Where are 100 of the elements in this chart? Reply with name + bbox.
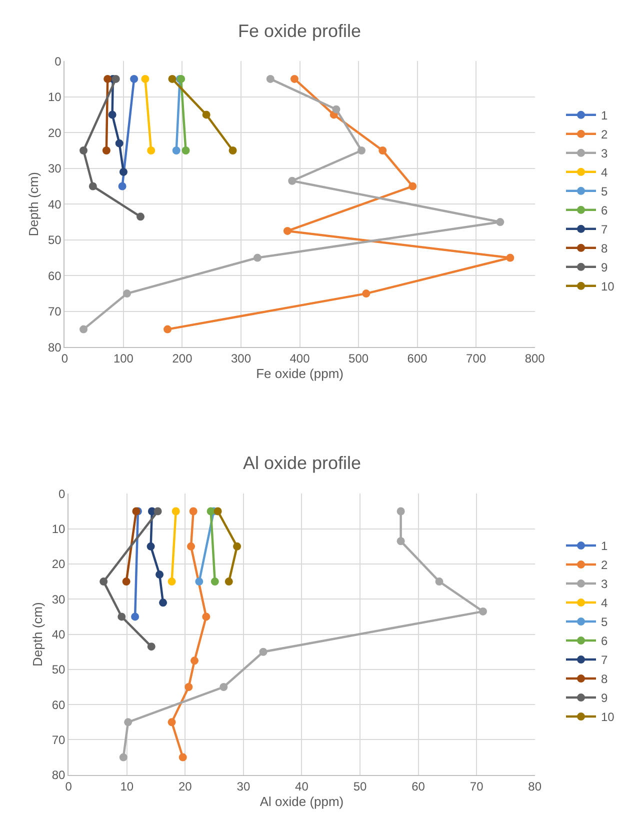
- y-axis-title: Depth (cm): [30, 602, 45, 666]
- point: [396, 507, 405, 516]
- y-tick-label: 70: [52, 732, 66, 747]
- y-tick-label: 40: [48, 197, 62, 212]
- legend-label: 6: [601, 204, 608, 218]
- point: [108, 110, 116, 119]
- point: [146, 542, 155, 550]
- point: [187, 542, 196, 550]
- point: [189, 507, 198, 516]
- x-tick-label: 50: [353, 779, 368, 794]
- legend-label: 9: [601, 691, 608, 706]
- point: [496, 218, 504, 226]
- y-tick-label: 10: [48, 90, 62, 104]
- legend-label: 4: [601, 596, 608, 610]
- x-tick-label: 60: [412, 779, 426, 794]
- y-tick-label: 50: [52, 662, 66, 677]
- point: [172, 507, 180, 516]
- point: [115, 139, 124, 148]
- legend-label: 3: [601, 146, 608, 161]
- y-tick-label: 20: [48, 126, 62, 140]
- x-tick-label: 700: [466, 352, 486, 366]
- y-tick-label: 30: [52, 592, 66, 606]
- point: [202, 612, 210, 621]
- chart-title: Fe oxide profile: [238, 21, 362, 41]
- point: [118, 182, 126, 190]
- point: [178, 753, 187, 762]
- legend-label: 8: [601, 672, 608, 686]
- point: [253, 254, 262, 262]
- x-tick-label: 300: [230, 352, 252, 366]
- x-tick-label: 600: [407, 352, 428, 366]
- legend-label: 4: [601, 166, 608, 180]
- point: [190, 656, 199, 665]
- legend-label: 6: [601, 634, 608, 648]
- y-tick-label: 30: [48, 162, 62, 176]
- x-tick-label: 70: [470, 779, 484, 794]
- point: [123, 290, 131, 298]
- point: [124, 718, 132, 726]
- legend-label: 1: [601, 539, 608, 554]
- point: [220, 683, 228, 692]
- point: [259, 648, 268, 656]
- y-axis-title: Depth (cm): [26, 172, 41, 236]
- x-tick-label: 10: [120, 779, 134, 794]
- x-tick-label: 200: [172, 352, 193, 366]
- y-tick-label: 20: [52, 557, 66, 572]
- point: [102, 146, 110, 154]
- x-tick-label: 800: [524, 352, 546, 366]
- y-tick-label: 10: [52, 522, 66, 536]
- legend-label: 9: [601, 260, 608, 275]
- point: [206, 507, 215, 516]
- y-tick-label: 0: [58, 486, 66, 501]
- y-tick-label: 80: [48, 340, 62, 354]
- point: [119, 753, 128, 762]
- y-tick-label: 60: [52, 698, 66, 712]
- point: [80, 325, 88, 334]
- x-tick-label: 30: [236, 779, 250, 794]
- point: [214, 507, 222, 516]
- legend-label: 5: [601, 184, 608, 199]
- y-tick-label: 60: [48, 268, 62, 283]
- point: [159, 598, 168, 607]
- point: [112, 74, 120, 83]
- point: [266, 74, 274, 83]
- point: [224, 578, 233, 586]
- point: [80, 146, 88, 154]
- point: [141, 74, 150, 83]
- legend-label: 2: [601, 558, 608, 572]
- point: [168, 74, 176, 83]
- point: [283, 226, 292, 235]
- point: [506, 254, 514, 262]
- legend-label: 5: [601, 615, 608, 630]
- point: [184, 683, 193, 692]
- x-axis-title: Fe oxide (ppm): [256, 366, 344, 382]
- point: [378, 146, 387, 154]
- point: [233, 542, 242, 550]
- x-tick-label: 100: [113, 352, 134, 366]
- point: [136, 212, 145, 221]
- legend-label: 8: [601, 242, 608, 256]
- legend-label: 10: [601, 280, 615, 294]
- point: [168, 578, 176, 586]
- point: [182, 146, 190, 154]
- point: [478, 607, 487, 616]
- y-tick-label: 50: [48, 233, 62, 248]
- point: [147, 642, 156, 651]
- point: [228, 146, 237, 154]
- point: [164, 325, 172, 334]
- point: [332, 105, 340, 114]
- point: [147, 146, 156, 154]
- legend-label: 3: [601, 577, 608, 592]
- y-tick-label: 0: [54, 54, 62, 68]
- point: [131, 612, 140, 621]
- legend-label: 2: [601, 128, 608, 142]
- x-axis-title: Al oxide (ppm): [260, 794, 344, 809]
- point: [130, 74, 138, 83]
- y-tick-label: 80: [52, 768, 66, 782]
- x-tick-label: 500: [348, 352, 369, 366]
- point: [396, 537, 405, 546]
- point: [156, 570, 164, 579]
- point: [408, 182, 417, 190]
- point: [288, 176, 296, 185]
- point: [357, 146, 366, 154]
- x-tick-label: 40: [295, 779, 309, 794]
